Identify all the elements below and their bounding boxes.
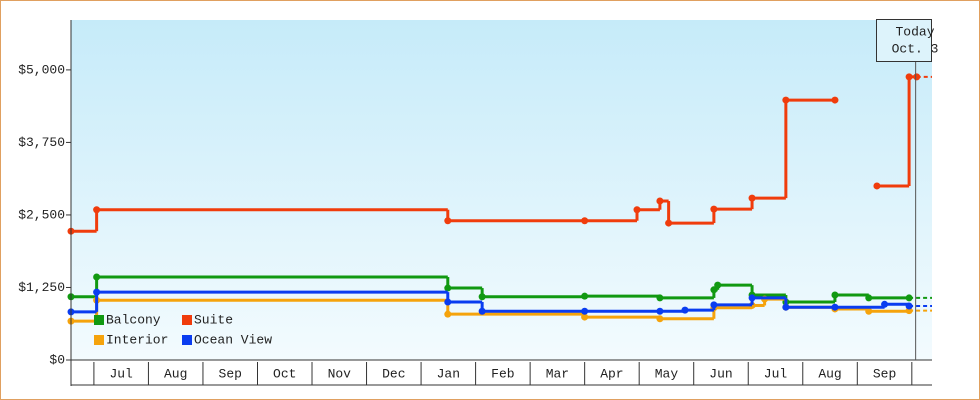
data-point (633, 206, 641, 214)
data-point (831, 291, 839, 299)
data-point (913, 73, 921, 81)
today-label: Today (895, 24, 934, 39)
data-point (714, 281, 722, 289)
data-point (710, 205, 718, 213)
legend-label: Balcony (106, 312, 161, 327)
today-box (876, 19, 932, 62)
y-tick-label: $5,000 (18, 62, 65, 77)
data-point (748, 194, 756, 202)
data-point (444, 298, 452, 306)
x-tick-label: Sep (873, 366, 896, 381)
legend-swatch (94, 315, 104, 325)
x-tick-label: Aug (164, 366, 187, 381)
legend-label: Ocean View (194, 332, 272, 347)
today-label: Oct. 3 (892, 41, 939, 56)
y-tick-label: $1,250 (18, 280, 65, 295)
data-point (656, 307, 664, 315)
data-point (581, 313, 589, 321)
x-tick-label: Aug (818, 366, 841, 381)
data-point (905, 73, 913, 81)
data-point (581, 292, 589, 300)
y-tick-label: $3,750 (18, 135, 65, 150)
x-tick-label: Mar (546, 366, 569, 381)
data-point (581, 307, 589, 315)
x-tick-label: Feb (491, 366, 514, 381)
legend-swatch (94, 335, 104, 345)
data-point (905, 302, 913, 310)
data-point (93, 206, 101, 214)
x-tick-label: Oct (273, 366, 296, 381)
data-point (478, 307, 486, 315)
data-point (478, 293, 486, 301)
x-tick-label: Jan (437, 366, 460, 381)
data-point (681, 306, 689, 314)
data-point (656, 315, 664, 323)
legend-swatch (182, 335, 192, 345)
data-point (831, 96, 839, 104)
data-point (831, 303, 839, 311)
data-point (905, 294, 913, 302)
x-tick-label: Apr (600, 366, 623, 381)
legend-label: Suite (194, 312, 233, 327)
x-tick-label: Jul (109, 366, 133, 381)
data-point (873, 182, 881, 190)
x-tick-label: Nov (328, 366, 352, 381)
data-point (748, 294, 756, 302)
x-tick-label: May (655, 366, 679, 381)
data-point (865, 294, 873, 302)
y-tick-label: $2,500 (18, 207, 65, 222)
x-tick-label: Jul (764, 366, 788, 381)
x-tick-label: Sep (219, 366, 242, 381)
data-point (656, 197, 664, 205)
y-tick-label: $0 (49, 352, 65, 367)
legend-swatch (182, 315, 192, 325)
data-point (665, 219, 673, 227)
data-point (444, 284, 452, 292)
data-point (865, 307, 873, 315)
x-tick-label: Jun (709, 366, 732, 381)
data-point (710, 286, 718, 294)
data-point (581, 217, 589, 225)
data-point (710, 301, 718, 309)
data-point (444, 217, 452, 225)
data-point (782, 303, 790, 311)
plot-area (71, 20, 932, 360)
data-point (782, 96, 790, 104)
data-point (444, 310, 452, 318)
data-point (881, 300, 889, 308)
data-point (93, 288, 101, 296)
x-tick-label: Dec (382, 366, 405, 381)
data-point (656, 294, 664, 302)
data-point (93, 273, 101, 281)
legend-label: Interior (106, 332, 168, 347)
